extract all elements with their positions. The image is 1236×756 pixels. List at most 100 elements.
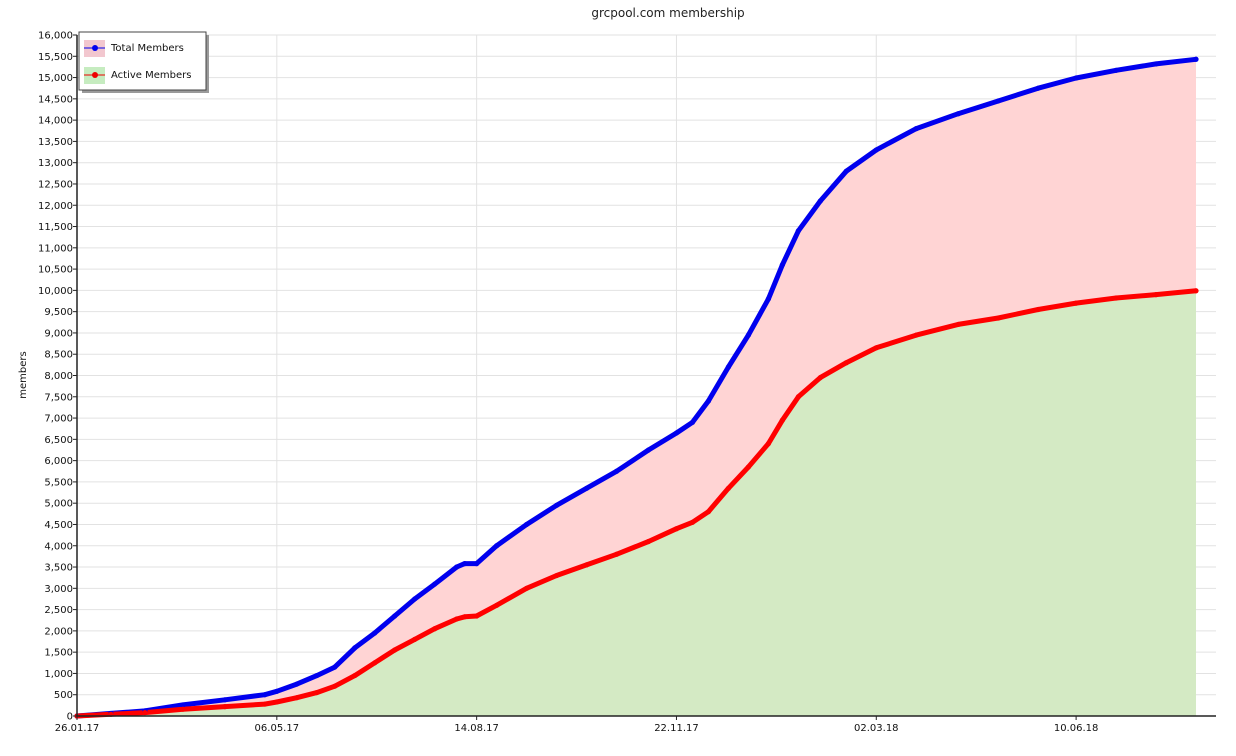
active-members-point — [873, 345, 879, 351]
active-members-point — [913, 332, 919, 338]
y-tick-label: 8,500 — [44, 350, 73, 361]
total-members-point — [843, 168, 849, 174]
total-members-point — [689, 419, 696, 425]
total-members-point — [332, 664, 338, 670]
y-tick-label: 14,500 — [38, 94, 73, 105]
x-tick-label: 22.11.17 — [654, 723, 699, 734]
total-members-point — [725, 364, 732, 370]
series-areas — [77, 59, 1196, 717]
active-members-point — [294, 695, 300, 701]
y-tick-label: 9,000 — [44, 328, 73, 339]
y-tick-label: 1,000 — [44, 669, 73, 680]
y-axis-label: members — [18, 351, 29, 398]
y-tick-label: 8,000 — [44, 371, 73, 382]
active-members-point — [180, 706, 186, 712]
active-members-point — [645, 538, 652, 545]
total-members-point — [1193, 56, 1199, 62]
legend-label-active: Active Members — [111, 70, 191, 81]
active-members-point — [262, 701, 268, 707]
total-members-point — [705, 398, 712, 404]
active-members-point — [222, 704, 228, 710]
active-members-point — [995, 315, 1001, 321]
y-tick-label: 15,000 — [38, 73, 73, 84]
total-members-point — [995, 98, 1001, 104]
total-members-point — [180, 702, 186, 708]
y-tick-label: 5,000 — [44, 499, 73, 510]
total-members-point — [765, 296, 771, 302]
active-members-area — [77, 290, 1196, 716]
y-tick-label: 4,000 — [44, 541, 73, 552]
legend-label-total: Total Members — [110, 43, 184, 54]
active-members-point — [689, 519, 696, 525]
x-tick-label: 10.06.18 — [1054, 723, 1099, 734]
total-members-point — [745, 332, 752, 338]
active-members-point — [352, 672, 358, 679]
active-members-point — [523, 585, 530, 591]
y-tick-label: 7,000 — [44, 414, 73, 425]
total-members-point — [613, 468, 620, 474]
active-members-point — [474, 613, 480, 619]
active-members-point — [454, 616, 460, 622]
total-members-point — [1113, 67, 1119, 73]
x-tick-label: 06.05.17 — [255, 723, 300, 734]
y-tick-label: 11,000 — [38, 243, 73, 254]
total-members-point — [955, 111, 961, 117]
y-tick-label: 14,000 — [38, 116, 73, 127]
y-tick-label: 12,000 — [38, 201, 73, 212]
active-members-point — [142, 709, 148, 716]
active-members-point — [955, 321, 961, 328]
active-members-point — [745, 464, 752, 470]
total-members-point — [262, 692, 268, 698]
y-tick-label: 3,500 — [44, 563, 73, 574]
total-members-point — [392, 613, 398, 619]
x-tick-label: 02.03.18 — [854, 723, 899, 734]
active-members-point — [1113, 295, 1119, 301]
active-members-point — [432, 626, 438, 632]
active-members-point — [673, 526, 680, 532]
total-members-point — [274, 688, 280, 694]
tick-labels: 0 500 1,000 1,500 2,000 2,500 3,000 3,500 4,000 4… — [38, 31, 1098, 735]
axes — [73, 34, 1216, 720]
y-tick-label: 11,500 — [38, 222, 73, 233]
total-members-point — [553, 502, 560, 508]
y-tick-label: 6,000 — [44, 456, 73, 467]
legend: Total Members Active Members — [78, 31, 209, 93]
total-members-point — [294, 681, 300, 687]
x-tick-label: 14.08.17 — [454, 723, 499, 734]
active-members-point — [795, 394, 801, 400]
total-members-point — [352, 645, 358, 651]
total-members-point — [1073, 75, 1079, 81]
legend-marker-total — [92, 45, 98, 51]
y-tick-label: 9,500 — [44, 307, 73, 318]
total-members-point — [645, 447, 652, 453]
active-members-point — [817, 375, 823, 381]
total-members-point — [913, 126, 919, 132]
active-members-point — [1035, 306, 1041, 313]
active-members-point — [392, 647, 398, 653]
active-members-point — [372, 660, 378, 666]
y-tick-label: 7,500 — [44, 392, 73, 403]
active-members-point — [553, 572, 560, 579]
total-members-point — [795, 228, 801, 234]
total-members-point — [222, 697, 228, 703]
active-members-point — [1193, 288, 1199, 294]
y-tick-label: 3,000 — [44, 584, 73, 595]
active-members-point — [843, 360, 849, 366]
total-members-point — [412, 596, 418, 602]
active-members-point — [1153, 292, 1159, 298]
active-members-point — [412, 636, 418, 642]
total-members-point — [1153, 61, 1159, 67]
total-members-point — [474, 561, 480, 567]
total-members-band — [77, 59, 1196, 717]
total-members-point — [462, 561, 468, 567]
y-tick-label: 6,500 — [44, 435, 73, 446]
y-tick-label: 500 — [54, 690, 73, 701]
active-members-point — [332, 683, 338, 689]
total-members-point — [873, 147, 879, 153]
total-members-point — [673, 430, 680, 436]
y-tick-label: 5,500 — [44, 477, 73, 488]
y-tick-label: 10,500 — [38, 265, 73, 276]
active-members-point — [613, 551, 620, 557]
total-members-point — [372, 630, 378, 636]
